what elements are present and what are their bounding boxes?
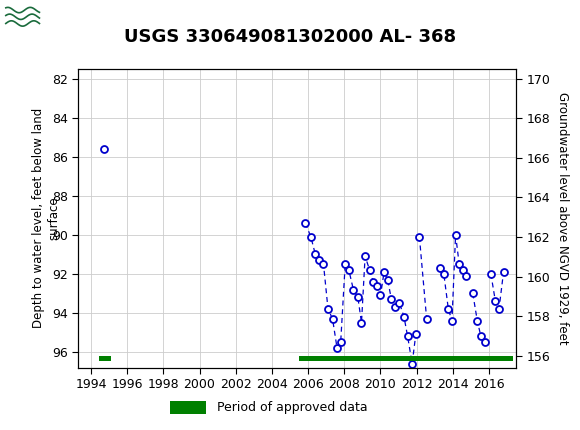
Y-axis label: Depth to water level, feet below land
surface: Depth to water level, feet below land su… (32, 108, 60, 329)
Bar (299, 356, 513, 361)
Text: USGS 330649081302000 AL- 368: USGS 330649081302000 AL- 368 (124, 28, 456, 46)
Text: Period of approved data: Period of approved data (217, 401, 368, 414)
Bar (99, 356, 111, 361)
Bar (170, 401, 206, 414)
FancyBboxPatch shape (5, 3, 42, 31)
Text: USGS: USGS (49, 7, 109, 26)
Y-axis label: Groundwater level above NGVD 1929, feet: Groundwater level above NGVD 1929, feet (556, 92, 569, 344)
